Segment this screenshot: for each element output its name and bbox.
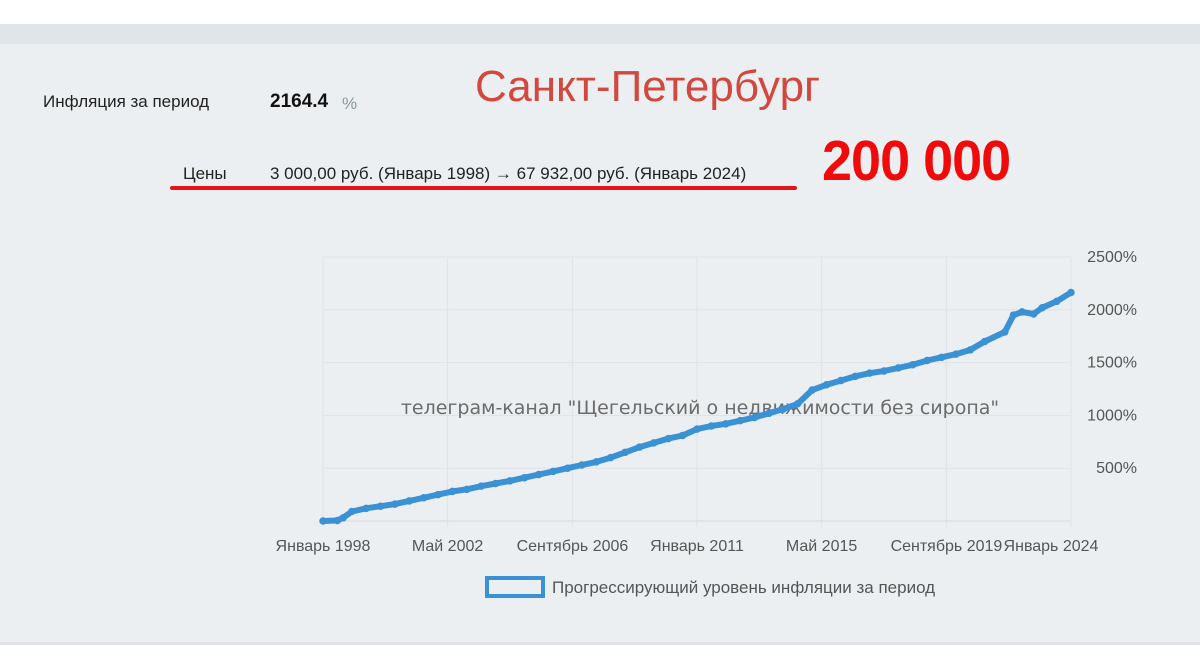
x-axis-ticks: Январь 1998 Май 2002 Сентябрь 2006 Январь 2… <box>276 538 1099 555</box>
series-point-0-3 <box>348 507 356 516</box>
x-tick-label-2: Сентябрь 2006 <box>517 538 629 555</box>
series-point-0-43 <box>923 356 931 365</box>
y-tick-label-4: 2500% <box>1087 249 1137 266</box>
series-layer <box>319 288 1075 525</box>
series-point-0-50 <box>1018 308 1026 316</box>
top-strip <box>0 0 1200 24</box>
series-point-0-21 <box>606 453 615 462</box>
series-point-0-28 <box>707 422 716 430</box>
series-point-0-51 <box>1029 310 1038 318</box>
y-tick-label-1: 1000% <box>1087 407 1137 424</box>
series-point-0-27 <box>693 425 701 433</box>
series-point-0-0 <box>319 517 327 525</box>
series-line-0 <box>320 289 1074 524</box>
series-point-0-10 <box>448 487 457 496</box>
prices-label: Цены <box>183 164 227 183</box>
series-point-0-25 <box>664 434 672 443</box>
series-point-0-8 <box>419 494 428 502</box>
series-point-0-44 <box>937 353 946 362</box>
series-point-0-22 <box>621 448 629 457</box>
series-point-0-19 <box>578 461 586 469</box>
x-tick-label-6: Январь 2024 <box>1004 538 1099 555</box>
series-point-0-17 <box>549 467 557 476</box>
y-axis-ticks: 500% 1000% 1500% 2000% 2500% <box>1087 249 1137 477</box>
series-point-0-13 <box>491 479 500 488</box>
series-point-0-16 <box>535 470 543 479</box>
inflation-unit: % <box>342 94 358 113</box>
series-point-0-14 <box>506 477 514 485</box>
series-point-0-52 <box>1038 303 1046 312</box>
legend-label[interactable]: Прогрессирующий уровень инфляции за пери… <box>552 578 935 597</box>
series-point-0-9 <box>434 490 442 499</box>
series-point-0-46 <box>966 346 975 354</box>
inflation-value: 2164.4 <box>270 91 329 112</box>
series-point-0-33 <box>779 405 788 413</box>
prices-value: 3 000,00 руб. (Январь 1998) → 67 932,00 … <box>270 164 747 183</box>
series-point-0-47 <box>980 337 989 346</box>
series-point-0-49 <box>1009 311 1018 319</box>
prices-underline <box>170 186 797 190</box>
series-point-0-6 <box>391 500 399 508</box>
series-point-0-26 <box>678 431 687 440</box>
series-point-0-23 <box>635 443 644 451</box>
bottom-strip <box>0 642 1200 670</box>
y-tick-label-2: 1500% <box>1087 355 1137 372</box>
series-point-0-11 <box>463 485 471 494</box>
watermark-text: телеграм-канал "Щегельский о недвижимост… <box>401 397 999 419</box>
x-tick-label-0: Январь 1998 <box>276 538 371 555</box>
series-point-0-2 <box>339 514 347 522</box>
series-point-0-15 <box>520 473 529 482</box>
series-point-0-37 <box>837 376 845 385</box>
series-point-0-34 <box>793 400 802 408</box>
series-point-0-32 <box>765 409 773 418</box>
legend-swatch[interactable] <box>485 576 545 598</box>
series-point-0-4 <box>362 504 370 513</box>
series-point-0-48 <box>1001 328 1009 336</box>
y-tick-label-3: 2000% <box>1087 302 1137 319</box>
big-number-overlay: 200 000 <box>822 129 1011 193</box>
x-tick-label-5: Сентябрь 2019 <box>891 538 1003 555</box>
series-point-0-5 <box>376 502 385 510</box>
series-point-0-35 <box>808 386 816 394</box>
series-point-0-41 <box>894 364 903 372</box>
series-point-0-20 <box>592 458 601 466</box>
series-point-0-53 <box>1052 297 1061 306</box>
series-point-0-36 <box>822 381 831 389</box>
series-point-0-31 <box>750 413 759 422</box>
chart-grid <box>322 256 1072 527</box>
series-point-0-45 <box>952 350 960 358</box>
x-tick-label-1: Май 2002 <box>412 538 483 555</box>
series-point-0-42 <box>909 360 917 369</box>
series-point-0-29 <box>722 420 730 428</box>
series-point-0-18 <box>563 464 572 472</box>
series-point-0-7 <box>405 497 414 505</box>
series-point-0-1 <box>333 516 342 525</box>
city-title: Санкт-Петербург <box>475 62 821 111</box>
series-point-0-40 <box>880 367 888 375</box>
x-tick-label-3: Январь 2011 <box>650 538 744 555</box>
series-point-0-12 <box>477 482 485 490</box>
chart-legend[interactable]: Прогрессирующий уровень инфляции за пери… <box>485 576 935 598</box>
series-point-0-54 <box>1067 288 1075 297</box>
series-point-0-39 <box>865 369 874 377</box>
y-tick-label-0: 500% <box>1096 460 1137 477</box>
inflation-label: Инфляция за период <box>43 92 210 111</box>
series-point-0-24 <box>650 439 658 447</box>
series-point-0-30 <box>736 416 744 425</box>
x-tick-label-4: Май 2015 <box>786 538 857 555</box>
series-point-0-38 <box>851 372 859 381</box>
